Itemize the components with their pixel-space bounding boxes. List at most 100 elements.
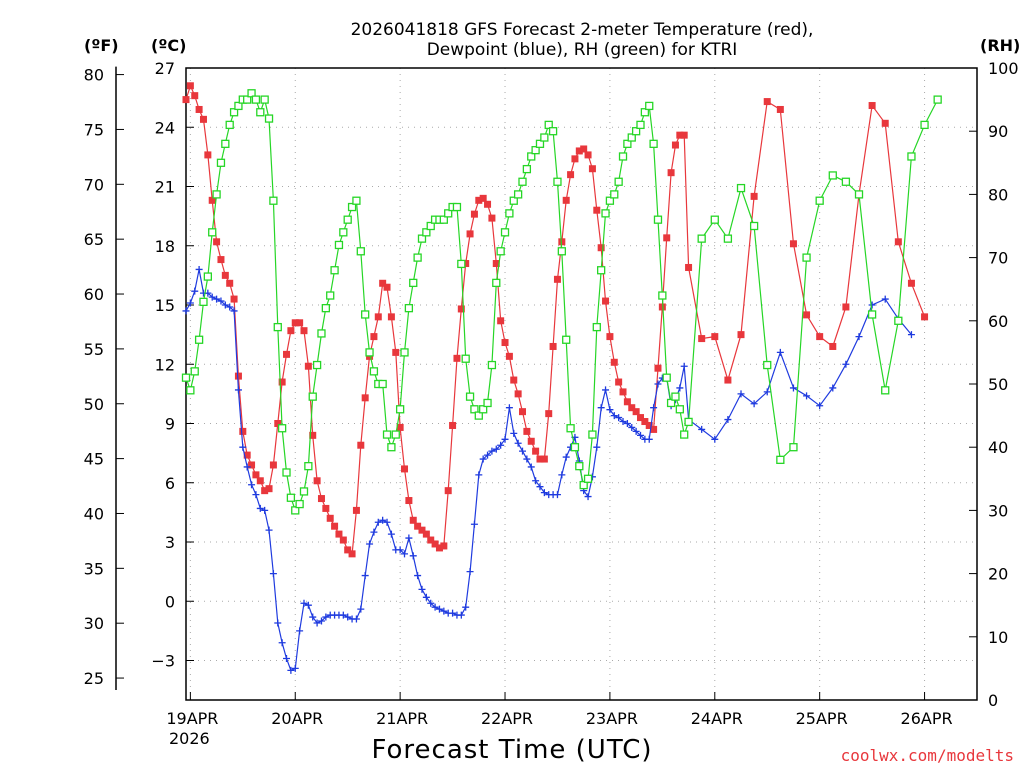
temperature-point <box>466 230 474 238</box>
rh-point <box>304 462 313 471</box>
temperature-point <box>296 319 304 327</box>
temperature-point <box>816 333 824 341</box>
dewpoint-point <box>593 443 601 451</box>
dewpoint-point <box>711 435 719 443</box>
temperature-point <box>409 516 417 524</box>
temperature-point <box>374 313 382 321</box>
tick-label-f: 45 <box>84 450 104 469</box>
rh-point <box>282 468 291 477</box>
rh-point <box>400 348 409 357</box>
temperature-point <box>287 327 295 335</box>
temperature-point <box>422 530 430 538</box>
dewpoint-point <box>558 471 566 479</box>
rh-point <box>710 215 719 224</box>
tick-label-f: 70 <box>84 175 104 194</box>
temperature-point <box>575 147 583 155</box>
rh-point <box>286 493 296 502</box>
temperature-point <box>226 279 234 287</box>
gridlines <box>186 67 977 700</box>
dewpoint-point <box>234 386 242 394</box>
temperature-point <box>776 105 784 113</box>
tick-label-x: 23APR <box>586 709 638 728</box>
chart-title-line1: 2026041818 GFS Forecast 2-meter Temperat… <box>351 20 814 40</box>
dewpoint-point <box>457 611 465 619</box>
rh-point <box>605 196 615 205</box>
tick-label-x: 20APR <box>271 709 323 728</box>
tick-label-c: 24 <box>155 118 175 137</box>
rh-point <box>684 417 693 427</box>
dewpoint-point <box>750 400 758 408</box>
temperature-point <box>540 455 548 463</box>
unit-fahrenheit: (ºF) <box>84 36 119 55</box>
temperature-point <box>453 354 461 362</box>
rh-point <box>382 430 392 439</box>
temperature-point <box>444 487 452 495</box>
temperature-point <box>628 404 636 412</box>
dewpoint-point <box>291 664 299 672</box>
dewpoint-point <box>540 489 548 497</box>
rh-point <box>815 196 824 205</box>
rh-point <box>326 291 335 300</box>
rh-point <box>518 177 527 186</box>
dewpoint-point <box>514 439 522 447</box>
rh-point <box>763 360 772 370</box>
dewpoint-point <box>243 463 251 471</box>
temperature-point <box>414 522 422 530</box>
temperature-point <box>234 372 242 380</box>
rh-point <box>557 247 566 256</box>
dewpoint-point <box>304 601 312 609</box>
tick-label-f: 65 <box>84 230 104 249</box>
temperature-point <box>497 317 505 325</box>
rh-point <box>881 386 890 395</box>
unit-celsius: (ºC) <box>151 36 186 55</box>
dewpoint-point <box>680 362 688 370</box>
dewpoint-point <box>269 570 277 578</box>
rh-point <box>474 411 483 420</box>
rh-point <box>321 304 330 313</box>
tick-label-c: 9 <box>165 415 175 434</box>
rh-point <box>675 405 684 414</box>
temperature-point <box>523 427 531 435</box>
rh-point <box>413 253 422 262</box>
tick-label-c: 18 <box>155 237 175 256</box>
dewpoint-point <box>287 666 295 674</box>
series-line <box>185 269 912 672</box>
temperature-point <box>221 271 229 279</box>
tick-label-rh: 100 <box>988 59 1019 78</box>
rh-point <box>260 95 269 104</box>
dewpoint-point <box>842 360 850 368</box>
rh-point <box>531 146 540 155</box>
rh-point <box>649 139 658 148</box>
dewpoint-point <box>401 550 409 558</box>
dewpoint-point <box>462 603 470 611</box>
temperature-point <box>256 477 264 485</box>
series-line <box>185 92 939 512</box>
temperature-point <box>636 414 644 422</box>
dewpoint-point <box>313 619 321 627</box>
x-axis-label: Forecast Time (UTC) <box>371 735 652 765</box>
tick-label-f: 35 <box>84 559 104 578</box>
rh-point <box>444 209 453 218</box>
chart-title-line2: Dewpoint (blue), RH (green) for KTRI <box>427 40 738 60</box>
temperature-point <box>265 485 273 493</box>
tick-label-x: 25APR <box>796 709 848 728</box>
rh-point <box>334 240 344 250</box>
dewpoint-point <box>492 445 500 453</box>
tick-label-x: 24APR <box>691 709 743 728</box>
temperature-point <box>269 461 277 469</box>
temperature-point <box>479 194 487 202</box>
temperature-point <box>339 536 347 544</box>
rh-point <box>570 443 580 452</box>
rh-point <box>907 152 916 161</box>
rh-point <box>273 322 282 332</box>
dewpoint-point <box>357 605 365 613</box>
dewpoint-point <box>676 384 684 392</box>
rh-point <box>614 177 623 186</box>
rh-point <box>841 177 851 186</box>
dewpoint-point <box>501 435 509 443</box>
dewpoint-point <box>584 493 592 501</box>
temperature-point <box>470 210 478 218</box>
dewpoint-point <box>650 404 658 412</box>
tick-label-x: 21APR <box>376 709 428 728</box>
temperature-point <box>724 376 732 384</box>
